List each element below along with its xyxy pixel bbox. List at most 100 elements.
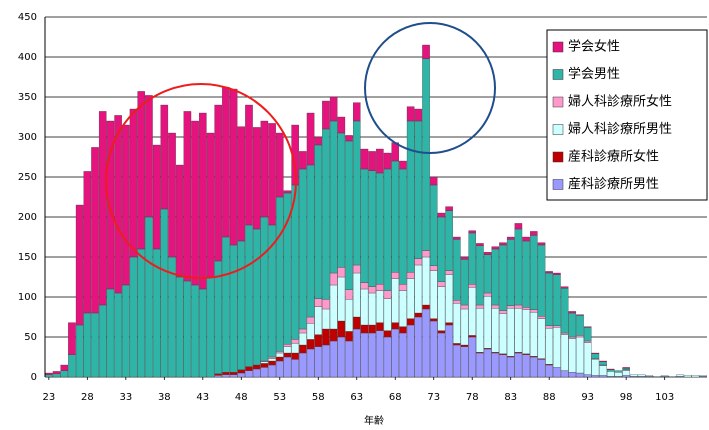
bar-segment xyxy=(483,296,492,349)
bar-segment xyxy=(306,323,315,340)
bar-segment xyxy=(214,373,222,376)
x-tick-label: 58 xyxy=(312,392,325,403)
bar-segment xyxy=(206,276,215,378)
bar-segment xyxy=(376,290,384,323)
bar-segment xyxy=(368,151,376,171)
bar-segment xyxy=(545,364,553,378)
bar-segment xyxy=(537,359,546,378)
bar-segment xyxy=(60,370,69,378)
bar-segment xyxy=(260,367,269,378)
bar-segment xyxy=(576,315,584,336)
bar-segment xyxy=(299,328,307,334)
bar-segment xyxy=(506,308,515,357)
bar-segment xyxy=(453,303,461,344)
bar-segment xyxy=(607,369,615,372)
bar-segment xyxy=(429,320,438,378)
bar-segment xyxy=(222,374,230,378)
bar-segment xyxy=(599,375,607,378)
bar-segment xyxy=(607,371,615,377)
bar-segment xyxy=(429,270,438,319)
bar-segment xyxy=(260,216,269,362)
bar-segment xyxy=(445,324,453,378)
x-tick-label: 78 xyxy=(466,392,479,403)
bar-segment xyxy=(414,258,423,266)
y-tick-label: 450 xyxy=(18,12,37,23)
bar-segment xyxy=(299,344,307,354)
bar-segment xyxy=(83,312,92,378)
bar-segment xyxy=(399,290,407,327)
bar-segment xyxy=(476,243,484,246)
bar-segment xyxy=(299,352,307,378)
bar-segment xyxy=(522,307,530,310)
bar-segment xyxy=(245,370,253,378)
bar-segment xyxy=(175,276,184,378)
bar-segment xyxy=(445,322,453,326)
bar-segment xyxy=(268,356,276,359)
bar-segment xyxy=(630,374,638,377)
bar-segment xyxy=(114,115,122,294)
bar-segment xyxy=(637,374,646,377)
bar-segment xyxy=(591,352,600,354)
bar-segment xyxy=(560,332,569,335)
x-tick-label: 48 xyxy=(235,392,248,403)
bar-segment xyxy=(237,126,246,242)
bar-segment xyxy=(583,374,592,378)
bar-segment xyxy=(468,287,476,336)
bar-segment xyxy=(206,132,215,278)
bar-segment xyxy=(476,245,484,306)
bar-segment xyxy=(445,274,453,323)
bar-segment xyxy=(414,312,423,318)
bar-segment xyxy=(568,338,577,373)
bar-segment xyxy=(468,336,476,378)
bar-segment xyxy=(283,356,292,378)
x-tick-label: 28 xyxy=(81,392,94,403)
bar-segment xyxy=(414,264,423,314)
x-tick-label: 38 xyxy=(158,392,171,403)
bar-segment xyxy=(337,276,346,322)
bar-segment xyxy=(83,171,92,314)
bar-segment xyxy=(314,144,323,299)
bar-segment xyxy=(276,360,284,378)
bar-segment xyxy=(460,346,469,378)
bar-segment xyxy=(52,371,61,374)
bar-segment xyxy=(568,312,577,338)
bar-segment xyxy=(160,208,169,378)
x-tick-label: 83 xyxy=(504,392,517,403)
bar-segment xyxy=(422,304,430,310)
bar-segment xyxy=(437,286,446,331)
bar-segment xyxy=(383,168,392,291)
bar-segment xyxy=(406,278,415,319)
bar-segment xyxy=(345,289,353,300)
blue-circle xyxy=(364,22,496,154)
bar-segment xyxy=(98,304,107,378)
bar-segment xyxy=(530,356,538,378)
bar-segment xyxy=(276,356,284,362)
bar-segment xyxy=(468,230,476,234)
bar-segment xyxy=(491,308,500,353)
bar-segment xyxy=(553,367,561,378)
bar-segment xyxy=(691,375,700,378)
x-tick-label: 93 xyxy=(581,392,594,403)
bar-segment xyxy=(391,328,400,378)
bar-segment xyxy=(499,354,507,378)
bar-segment xyxy=(422,250,430,258)
bar-segment xyxy=(530,309,538,313)
bar-segment xyxy=(329,340,338,378)
bar-segment xyxy=(160,104,169,210)
bar-segment xyxy=(214,104,222,262)
bar-segment xyxy=(237,240,246,370)
bar-segment xyxy=(368,286,376,294)
bar-segment xyxy=(276,196,284,352)
bar-segment xyxy=(499,313,507,354)
bar-segment xyxy=(360,148,369,170)
bar-segment xyxy=(91,147,99,314)
bar-segment xyxy=(314,298,323,307)
x-tick-label: 53 xyxy=(273,392,286,403)
legend-label: 学会男性 xyxy=(568,66,620,82)
x-tick-label: 98 xyxy=(620,392,633,403)
bar-segment xyxy=(483,254,492,294)
bar-segment xyxy=(622,370,630,376)
bar-segment xyxy=(276,352,284,358)
bar-segment xyxy=(383,330,392,338)
bar-segment xyxy=(145,95,153,218)
